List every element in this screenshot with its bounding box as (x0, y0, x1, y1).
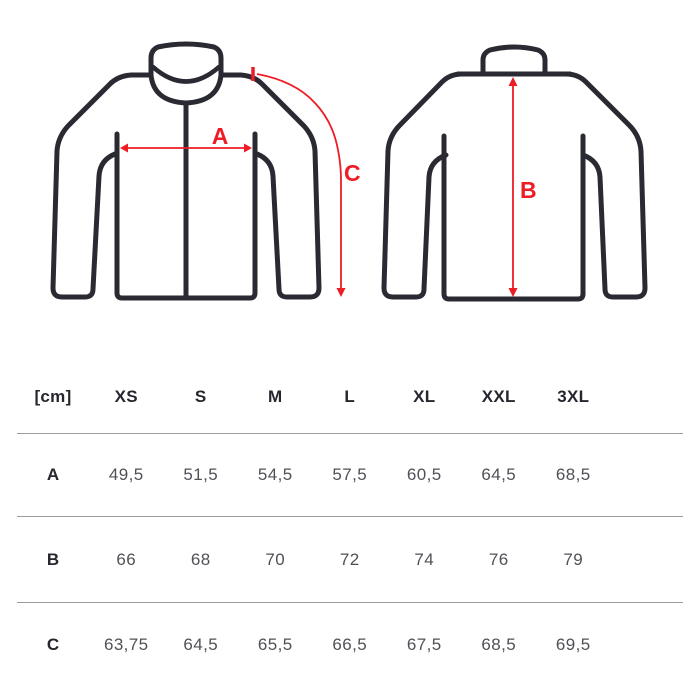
value-a-m: 54,5 (257, 465, 293, 484)
measure-a: A (120, 123, 252, 153)
value-b-xl: 74 (414, 549, 435, 569)
value-b-s: 68 (190, 549, 211, 569)
value-a-xxl: 64,5 (481, 465, 517, 484)
size-header-m: M (268, 386, 283, 406)
measure-b: B (508, 77, 537, 297)
row-label-b: B (46, 549, 60, 569)
value-c-s: 64,5 (183, 635, 219, 654)
measure-b-arrowhead-bottom (508, 288, 518, 297)
size-header-s: S (194, 386, 207, 406)
collar-seam-line (150, 64, 222, 84)
jacket-diagrams: A C B (50, 41, 648, 302)
measure-a-arrowhead-right (244, 143, 252, 153)
value-a-l: 57,5 (332, 465, 368, 484)
back-right-sleeve-outline (563, 71, 648, 300)
back-body-outline (441, 133, 586, 302)
value-c-xxl: 68,5 (481, 635, 517, 654)
table-row-a: A 49,5 51,5 54,5 57,5 60,5 64,5 68,5 (17, 433, 683, 516)
measure-c: C (251, 67, 361, 297)
size-header-3xl: 3XL (557, 386, 590, 406)
back-left-sleeve-outline (381, 71, 465, 300)
table-header-row: [cm] XS S M L XL XXL 3XL (17, 360, 683, 433)
value-c-3xl: 69,5 (555, 635, 591, 654)
value-b-3xl: 79 (563, 549, 584, 569)
measure-a-arrowhead-left (120, 143, 128, 153)
value-a-3xl: 68,5 (555, 465, 591, 484)
front-left-sleeve-outline (50, 72, 153, 300)
measure-c-curve (256, 73, 342, 289)
jacket-back-outline (381, 44, 648, 302)
row-label-c: C (46, 635, 60, 654)
value-b-xxl: 76 (488, 549, 509, 569)
size-header-l: L (344, 386, 356, 406)
size-header-xl: XL (413, 386, 436, 406)
value-a-xl: 60,5 (406, 465, 442, 484)
jacket-front-outline (50, 41, 322, 301)
measure-b-arrowhead-top (508, 77, 518, 86)
front-right-sleeve-outline (219, 72, 322, 300)
value-a-xs: 49,5 (108, 465, 144, 484)
collar-outline (148, 41, 224, 106)
value-a-s: 51,5 (183, 465, 219, 484)
size-header-xs: XS (114, 386, 138, 406)
unit-header: [cm] (34, 386, 72, 406)
value-b-xs: 66 (116, 549, 137, 569)
table-row-b: B 66 68 70 72 74 76 79 (17, 516, 683, 602)
value-c-xs: 63,75 (103, 635, 149, 654)
value-c-l: 66,5 (332, 635, 368, 654)
back-collar-outline (480, 44, 548, 77)
measure-c-label: C (344, 160, 361, 186)
size-table: [cm] XS S M L XL XXL 3XL A 49,5 51,5 54,… (17, 360, 683, 687)
table-row-c: C 63,75 64,5 65,5 66,5 67,5 68,5 69,5 (17, 602, 683, 687)
measure-b-label: B (520, 177, 537, 203)
measure-c-arrowhead (336, 288, 346, 297)
value-b-l: 72 (339, 549, 360, 569)
value-c-xl: 67,5 (406, 635, 442, 654)
value-c-m: 65,5 (257, 635, 293, 654)
value-b-m: 70 (265, 549, 286, 569)
size-header-xxl: XXL (481, 386, 516, 406)
row-label-a: A (46, 465, 60, 484)
measure-a-label: A (212, 123, 229, 149)
